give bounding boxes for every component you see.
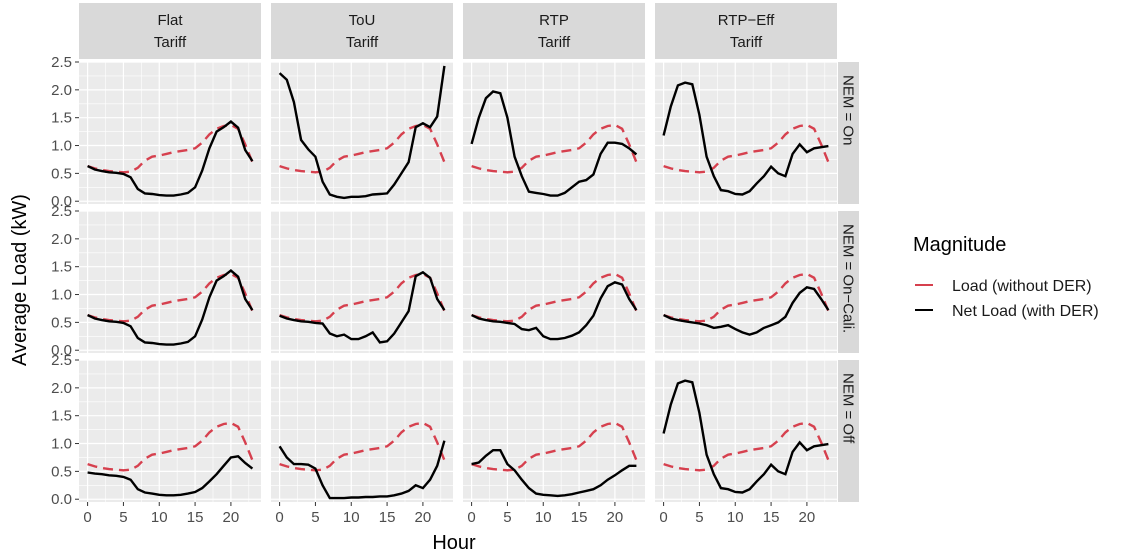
y-tick-label: 1.0 (51, 436, 72, 453)
y-tick-label: 0.5 (51, 165, 72, 182)
x-tick-label: 10 (727, 509, 744, 526)
x-tick-label: 0 (275, 509, 283, 526)
column-strip-label: RTP (539, 12, 569, 29)
y-tick-label: 2.5 (51, 54, 72, 71)
y-axis-title: Average Load (kW) (9, 194, 31, 366)
row-strip-label-group: NEM = On (840, 75, 857, 145)
x-tick-label: 20 (223, 509, 240, 526)
x-axis-title: Hour (432, 532, 476, 554)
x-tick-label: 15 (187, 509, 204, 526)
panel-background (271, 360, 453, 502)
x-tick-label: 10 (535, 509, 552, 526)
panel-background (79, 62, 261, 204)
column-strip-label: Tariff (346, 34, 379, 51)
x-tick-label: 5 (119, 509, 127, 526)
y-tick-label: 1.0 (51, 287, 72, 304)
y-tick-label: 1.5 (51, 110, 72, 127)
x-tick-label: 15 (379, 509, 396, 526)
panel-background (271, 211, 453, 353)
x-tick-label: 20 (415, 509, 432, 526)
x-tick-label: 20 (799, 509, 816, 526)
x-tick-label: 10 (151, 509, 168, 526)
panels-layer (79, 62, 837, 502)
x-tick-label: 15 (571, 509, 588, 526)
column-strip-label: RTP−Eff (718, 12, 775, 29)
x-tick-label: 5 (695, 509, 703, 526)
x-tick-label: 10 (343, 509, 360, 526)
y-tick-label: 1.5 (51, 259, 72, 276)
x-tick-label: 0 (467, 509, 475, 526)
column-strip-label: Tariff (730, 34, 763, 51)
x-tick-label: 0 (659, 509, 667, 526)
y-tick-label: 2.5 (51, 352, 72, 369)
legend: Magnitude Load (without DER) Net Load (w… (913, 234, 1099, 320)
y-tick-label: 1.0 (51, 138, 72, 155)
panel-background (655, 211, 837, 353)
x-tick-label: 5 (311, 509, 319, 526)
row-strip-label-group: NEM = Off (840, 373, 857, 444)
column-strip-label: Tariff (154, 34, 187, 51)
x-tick-label: 0 (83, 509, 91, 526)
y-tick-label: 1.5 (51, 408, 72, 425)
panel-background (463, 360, 645, 502)
x-tick-label: 15 (763, 509, 780, 526)
column-strip-label: Flat (157, 12, 183, 29)
y-tick-label: 0.5 (51, 314, 72, 331)
y-tick-label: 2.0 (51, 82, 72, 99)
y-tick-label: 0.0 (51, 491, 72, 508)
panel-background (463, 62, 645, 204)
legend-label-load: Load (without DER) (952, 278, 1092, 295)
x-tick-label: 20 (607, 509, 624, 526)
panel-background (271, 62, 453, 204)
column-strip-label: ToU (349, 12, 376, 29)
panel-background (79, 211, 261, 353)
row-strip-label: NEM = On (840, 75, 857, 145)
legend-title: Magnitude (913, 234, 1006, 256)
x-tick-label: 5 (503, 509, 511, 526)
legend-label-net-load: Net Load (with DER) (952, 303, 1099, 320)
row-strip-label: NEM = Off (840, 373, 857, 444)
y-tick-label: 2.0 (51, 231, 72, 248)
y-tick-label: 2.5 (51, 203, 72, 220)
y-tick-label: 2.0 (51, 380, 72, 397)
column-strip-label: Tariff (538, 34, 571, 51)
panel-background (79, 360, 261, 502)
y-tick-label: 0.5 (51, 463, 72, 480)
row-strip-label-group: NEM = On−Cali. (840, 224, 857, 333)
row-strip-label: NEM = On−Cali. (840, 224, 857, 333)
